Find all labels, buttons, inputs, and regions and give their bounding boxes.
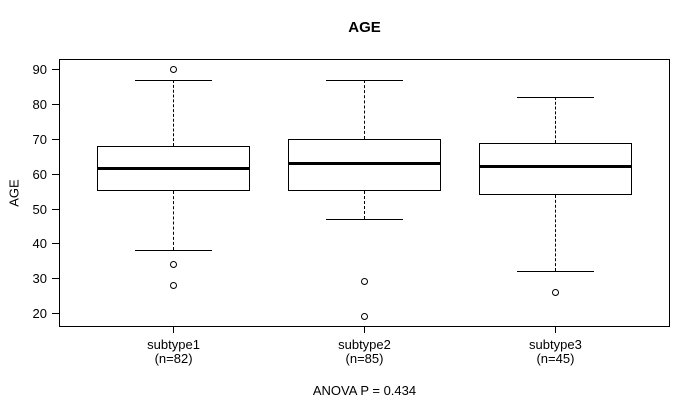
y-tick-label: 40 [32,236,47,252]
upper-whisker-cap [326,79,403,81]
y-axis-tick [52,243,59,245]
upper-whisker-line [364,79,365,140]
group-label: subtype3 [529,337,582,352]
lower-whisker-line [364,191,365,220]
y-tick-label: 50 [32,201,47,217]
lower-whisker-cap [135,250,212,252]
group-n-label: (n=45) [536,351,575,366]
upper-whisker-cap [135,79,212,81]
group-n-label: (n=85) [345,351,384,366]
y-axis-tick [52,104,59,106]
outlier-point [551,288,559,296]
upper-whisker-cap [517,97,594,99]
anova-annotation: ANOVA P = 0.434 [312,383,417,398]
lower-whisker-cap [517,271,594,273]
x-label-subtype3: subtype3 (n=45) [485,338,625,366]
outlier-point [170,260,178,268]
group-label: subtype1 [147,337,200,352]
lower-whisker-line [554,194,556,272]
iqr-box [479,142,632,195]
x-axis-tick [554,327,556,333]
y-tick-label: 30 [32,271,47,287]
median-line [97,167,250,171]
y-tick-label: 60 [32,166,47,182]
x-axis-tick [364,327,365,333]
upper-whisker-line [173,79,175,146]
x-axis-tick [173,327,175,333]
y-axis-tick [52,208,59,210]
group-n-label: (n=82) [154,351,193,366]
y-axis-tick [52,313,59,315]
y-tick-label: 80 [32,97,47,113]
median-line [288,161,441,165]
outlier-point [170,281,178,289]
x-label-subtype2: subtype2 (n=85) [295,338,435,366]
y-axis-tick [52,278,59,280]
y-axis-tick [52,69,59,71]
y-axis-tick [52,139,59,141]
y-tick-label: 90 [32,62,47,78]
outlier-point [170,65,178,73]
lower-whisker-cap [326,219,403,221]
lower-whisker-line [173,191,175,251]
outlier-point [361,313,368,321]
y-axis-tick [52,173,59,175]
y-tick-label: 20 [32,306,47,322]
iqr-box [288,139,441,192]
chart-title: AGE [348,19,381,36]
upper-whisker-line [554,97,556,143]
outlier-point [361,278,368,286]
median-line [479,165,632,169]
x-label-subtype1: subtype1 (n=82) [104,338,244,366]
group-label: subtype2 [338,337,391,352]
y-tick-label: 70 [32,132,47,148]
